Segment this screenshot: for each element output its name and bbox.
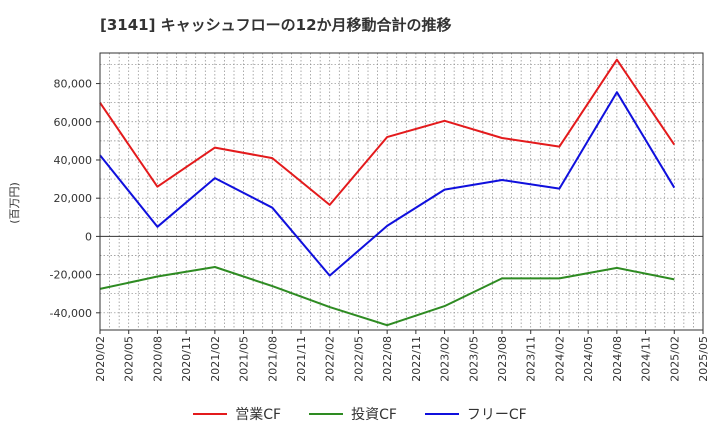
x-tick-label: 2020/08 xyxy=(151,336,164,382)
x-tick-label: 2023/02 xyxy=(439,336,452,382)
x-tick-label: 2024/02 xyxy=(553,336,566,382)
y-tick-label: -40,000 xyxy=(50,307,92,320)
legend-item: 営業CF xyxy=(193,404,281,424)
x-tick-label: 2021/11 xyxy=(295,336,308,382)
x-axis-ticks: 2020/02 2020/05 2020/08 2020/11 2021/02 2021/… xyxy=(94,330,710,382)
series-lines xyxy=(99,58,676,327)
legend-item: 投資CF xyxy=(309,404,397,424)
series-line xyxy=(99,58,676,206)
x-tick-label: 2020/11 xyxy=(180,336,193,382)
x-tick-label: 2020/05 xyxy=(123,336,136,382)
x-tick-label: 2025/02 xyxy=(668,336,681,382)
chart-title: [3141] キャッシュフローの12か月移動合計の推移 xyxy=(100,16,452,34)
legend-label: フリーCF xyxy=(466,407,527,423)
legend-label: 投資CF xyxy=(351,407,397,423)
x-tick-label: 2021/02 xyxy=(209,336,222,382)
y-tick-label: 80,000 xyxy=(54,78,93,91)
x-tick-label: 2024/08 xyxy=(611,336,624,382)
x-tick-label: 2022/02 xyxy=(324,336,337,382)
y-tick-label: 20,000 xyxy=(54,192,93,205)
series-line xyxy=(99,91,676,277)
y-tick-label: -20,000 xyxy=(50,269,92,282)
x-tick-label: 2024/05 xyxy=(582,336,595,382)
x-tick-label: 2022/05 xyxy=(352,336,365,382)
x-tick-label: 2021/08 xyxy=(266,336,279,382)
plot-area xyxy=(100,53,703,330)
x-tick-label: 2022/11 xyxy=(410,336,423,382)
x-tick-label: 2024/11 xyxy=(640,336,653,382)
series-line xyxy=(99,266,675,327)
vertical-gridlines xyxy=(99,53,694,330)
y-axis-ticks: 80,000 60,000 40,000 20,000 0 -20,000 -40,000 xyxy=(50,78,100,320)
legend-label: 営業CF xyxy=(235,407,282,423)
x-tick-label: 2025/05 xyxy=(697,336,710,382)
x-tick-label: 2022/08 xyxy=(381,336,394,382)
horizontal-gridlines xyxy=(100,64,703,314)
x-tick-label: 2023/05 xyxy=(467,336,480,382)
legend-swatch xyxy=(193,413,228,415)
x-tick-label: 2023/11 xyxy=(525,336,538,382)
y-tick-label: 60,000 xyxy=(54,116,93,129)
y-tick-label: 40,000 xyxy=(54,154,93,167)
legend-swatch xyxy=(424,413,459,415)
legend-swatch xyxy=(309,413,344,415)
y-tick-label: 0 xyxy=(85,230,92,243)
x-tick-label: 2020/02 xyxy=(94,336,107,382)
plot-frame xyxy=(99,52,704,331)
x-tick-label: 2021/05 xyxy=(238,336,251,382)
x-tick-label: 2023/08 xyxy=(496,336,509,382)
legend-item: フリーCF xyxy=(424,404,527,424)
legend: 営業CF 投資CF フリーCF xyxy=(0,402,720,426)
